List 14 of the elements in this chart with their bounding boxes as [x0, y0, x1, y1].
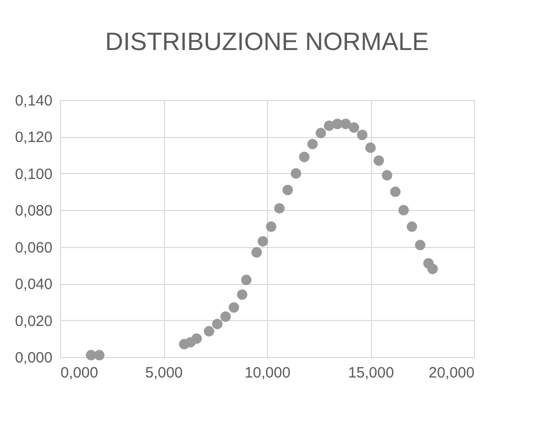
y-tick-label: 0,080 [14, 202, 52, 220]
y-tick-label: 0,020 [14, 312, 52, 330]
y-tick-label: 0,100 [14, 166, 52, 183]
x-tick-label: 10,000 [244, 364, 290, 382]
y-tick-label: 0,040 [14, 276, 52, 294]
x-tick-label: 15,000 [348, 364, 394, 382]
x-tick-label: 20,000 [428, 364, 474, 382]
y-tick-label: 0,140 [14, 92, 52, 110]
y-tick-label: 0,060 [14, 239, 52, 256]
chart-title: DISTRIBUZIONE NORMALE [105, 28, 429, 56]
x-tick-label: 0,000 [60, 364, 98, 382]
y-tick-label: 0,120 [14, 129, 52, 146]
y-tick-label: 0,000 [14, 350, 52, 366]
x-tick-label: 5,000 [145, 364, 183, 382]
